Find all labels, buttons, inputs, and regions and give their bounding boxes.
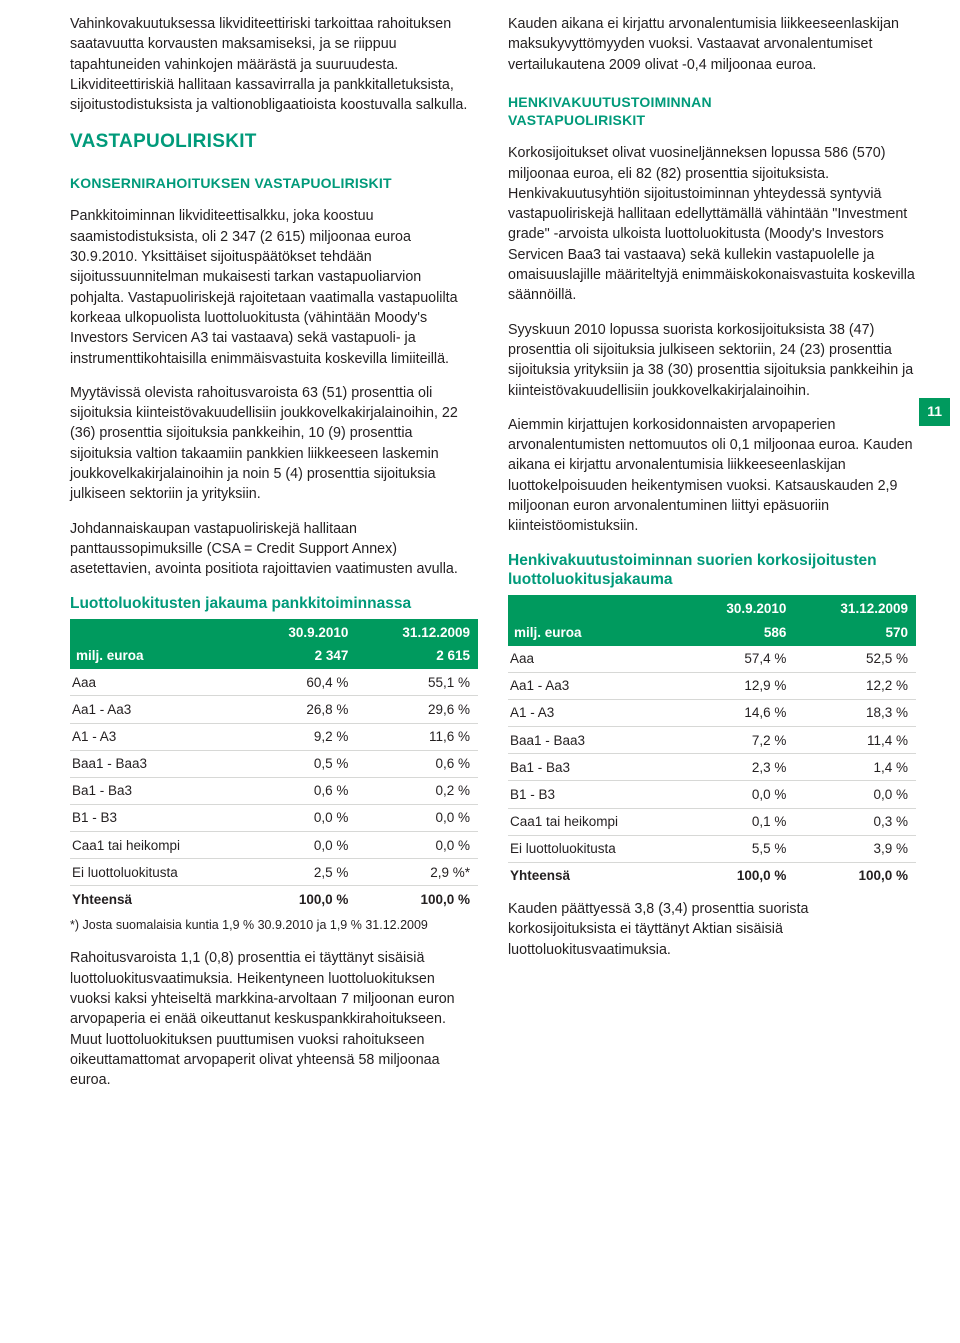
subsection-heading: HENKIVAKUUTUSTOIMINNANVASTAPUOLIRISKIT [508, 93, 916, 129]
table-row: Ba1 - Ba32,3 %1,4 % [508, 754, 916, 781]
table-row: Aaa60,4 %55,1 % [70, 669, 478, 696]
table-row: A1 - A314,6 %18,3 % [508, 699, 916, 726]
para: Pankkitoiminnan likviditeettisalkku, jok… [70, 206, 478, 368]
table-title: Henkivakuutustoiminnan suorien korkosijo… [508, 551, 916, 590]
table-row: B1 - B30,0 %0,0 % [70, 804, 478, 831]
table-row: Aaa57,4 %52,5 % [508, 646, 916, 673]
para: Aiemmin kirjattujen korkosidonnaisten ar… [508, 415, 916, 537]
milj-val: 2 615 [356, 646, 478, 669]
milj-val: 570 [794, 623, 916, 646]
table-total-row: Yhteensä100,0 %100,0 % [70, 886, 478, 913]
table-row: B1 - B30,0 %0,0 % [508, 781, 916, 808]
table-footnote: *) Josta suomalaisia kuntia 1,9 % 30.9.2… [70, 917, 478, 935]
col-date: 31.12.2009 [356, 619, 478, 646]
milj-label: milj. euroa [70, 646, 246, 669]
para: Vahinkovakuutuksessa likviditeettiriski … [70, 14, 478, 115]
para: Kauden aikana ei kirjattu arvonalentumis… [508, 14, 916, 75]
milj-val: 586 [684, 623, 794, 646]
table-row: Ba1 - Ba30,6 %0,2 % [70, 777, 478, 804]
para: Syyskuun 2010 lopussa suorista korkosijo… [508, 320, 916, 401]
table-row: Aa1 - Aa326,8 %29,6 % [70, 696, 478, 723]
table-row: Caa1 tai heikompi0,1 %0,3 % [508, 808, 916, 835]
table-row: A1 - A39,2 %11,6 % [70, 723, 478, 750]
table-total-row: Yhteensä100,0 %100,0 % [508, 862, 916, 889]
para: Rahoitusvaroista 1,1 (0,8) prosenttia ei… [70, 948, 478, 1090]
section-heading: VASTAPUOLIRISKIT [70, 131, 478, 154]
table-row: Ei luottoluokitusta2,5 %2,9 %* [70, 859, 478, 886]
para: Johdannaiskaupan vastapuoliriskejä halli… [70, 519, 478, 580]
milj-label: milj. euroa [508, 623, 684, 646]
page-number-badge: 11 [919, 398, 950, 426]
col-date: 30.9.2010 [246, 619, 356, 646]
table-row: Ei luottoluokitusta5,5 %3,9 % [508, 835, 916, 862]
left-column: Vahinkovakuutuksessa likviditeettiriski … [70, 14, 478, 1104]
table-row: Baa1 - Baa30,5 %0,6 % [70, 750, 478, 777]
credit-rating-table-banking: 30.9.2010 31.12.2009 milj. euroa 2 347 2… [70, 619, 478, 913]
milj-val: 2 347 [246, 646, 356, 669]
para: Korkosijoitukset olivat vuosineljännekse… [508, 143, 916, 305]
para: Kauden päättyessä 3,8 (3,4) prosenttia s… [508, 899, 916, 960]
table-row: Aa1 - Aa312,9 %12,2 % [508, 672, 916, 699]
subsection-heading: KONSERNIRAHOITUKSEN VASTAPUOLIRISKIT [70, 174, 478, 192]
col-date: 30.9.2010 [684, 595, 794, 622]
table-row: Caa1 tai heikompi0,0 %0,0 % [70, 832, 478, 859]
credit-rating-table-life: 30.9.2010 31.12.2009 milj. euroa 586 570… [508, 595, 916, 889]
para: Myytävissä olevista rahoitusvaroista 63 … [70, 383, 478, 505]
table-row: Baa1 - Baa37,2 %11,4 % [508, 727, 916, 754]
right-column: Kauden aikana ei kirjattu arvonalentumis… [508, 14, 916, 1104]
table-title: Luottoluokitusten jakauma pankkitoiminna… [70, 594, 478, 613]
col-date: 31.12.2009 [794, 595, 916, 622]
